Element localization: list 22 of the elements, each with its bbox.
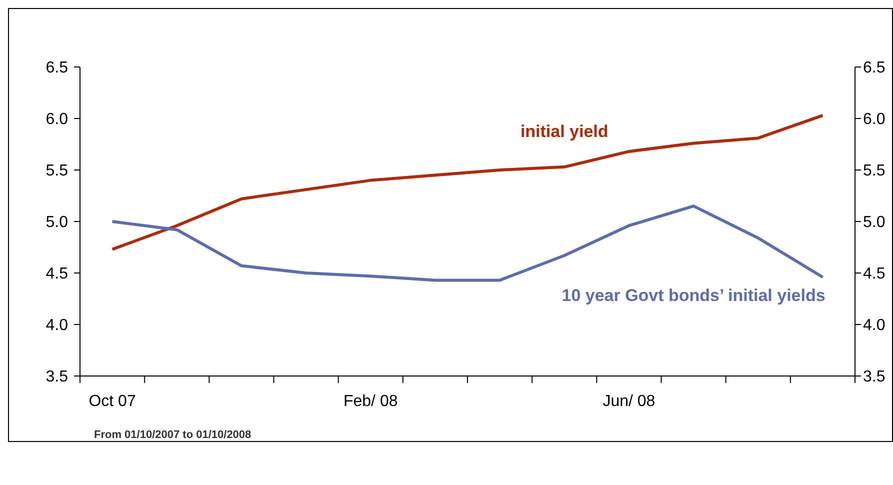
x-tick-label: Oct 07 [88,393,136,410]
text: From 01/10/2007 to 01/10/2008 [94,429,252,441]
y-tick-label: 5.0 [46,214,68,232]
x-tick-label: Feb/ 08 [343,393,398,410]
y-tick-label: 3.5 [46,368,68,386]
y-tick-label: 5.5 [46,162,68,180]
y2-tick-label: 4.0 [863,317,886,334]
y2-tick-label: 6.0 [863,111,886,128]
y2-tick-label: 5.0 [863,214,886,232]
y2-tick-label: 3.5 [863,368,886,386]
y-tick-label: 4.0 [46,317,68,334]
series-label: initial yield [520,122,608,141]
y2-tick-label: 4.5 [863,266,886,283]
line-series [110,114,824,251]
line-series [110,204,824,282]
x-tick-label: Jun/ 08 [602,393,656,410]
y-tick-label: 6.0 [46,111,68,128]
y-tick-label: 6.5 [46,60,68,77]
y2-tick-label: 5.5 [863,162,886,180]
y2-tick-label: 6.5 [863,60,886,77]
y-tick-label: 4.5 [46,266,68,283]
series-label: 10 year Govt bonds’ initial yields [562,286,826,306]
